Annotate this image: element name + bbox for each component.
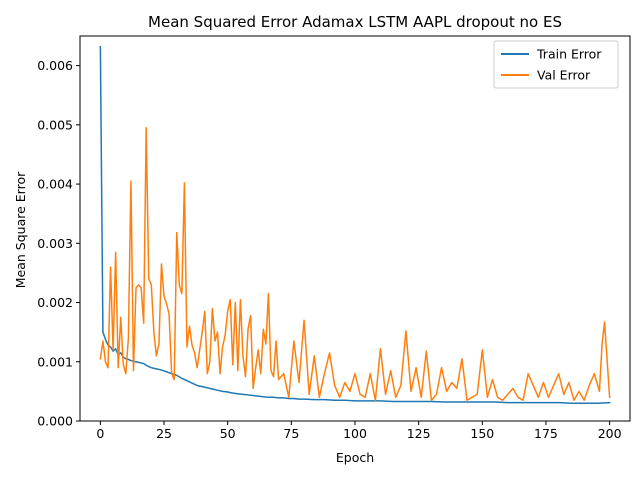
x-tick-label: 0 (96, 426, 104, 441)
y-tick-label: 0.000 (37, 414, 73, 429)
x-tick-label: 100 (343, 426, 367, 441)
y-tick-label: 0.001 (37, 354, 73, 369)
legend-label-train-error: Train Error (536, 47, 602, 62)
y-tick-label: 0.004 (37, 177, 73, 192)
y-tick-label: 0.002 (37, 295, 73, 310)
y-axis-label: Mean Square Error (13, 171, 28, 288)
x-tick-label: 125 (407, 426, 431, 441)
x-tick-label: 200 (598, 426, 622, 441)
chart-title: Mean Squared Error Adamax LSTM AAPL drop… (148, 13, 562, 31)
x-tick-label: 75 (283, 426, 299, 441)
plot-area: 0 25 50 75 100 125 150 175 200 0.000 0.001 0.002 0.0… (37, 35, 631, 441)
x-tick-label: 175 (534, 426, 558, 441)
y-tick-label: 0.005 (37, 117, 73, 132)
y-tick-label: 0.003 (37, 236, 73, 251)
series-line-train-error (99, 45, 611, 404)
y-tick-label: 0.006 (37, 58, 73, 73)
x-tick-label: 150 (470, 426, 494, 441)
x-tick-label: 25 (156, 426, 172, 441)
x-axis-label: Epoch (336, 450, 374, 465)
legend: Train Error Val Error (493, 40, 619, 89)
series-line-val-error (99, 127, 611, 402)
x-tick-label: 50 (220, 426, 236, 441)
legend-label-val-error: Val Error (537, 68, 591, 83)
legend-box (493, 40, 619, 89)
